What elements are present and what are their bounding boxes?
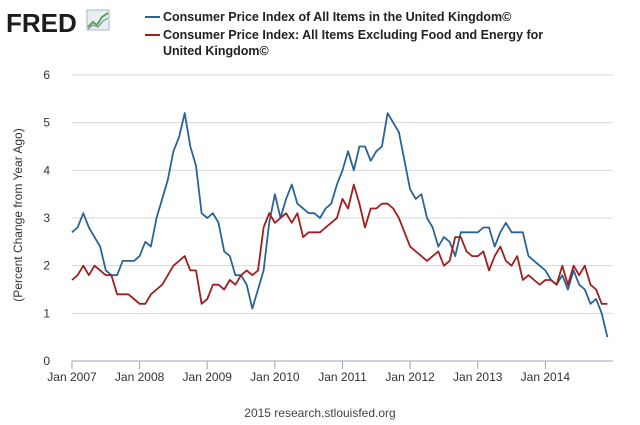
x-tick-label-0: Jan 2007 <box>47 370 97 384</box>
y-tick-label-0: 0 <box>43 354 50 368</box>
axes: 0 1 2 3 4 5 6 Jan 2007 Jan 2008 Jan 2009 Jan 2010 J… <box>43 68 613 384</box>
footer-credit: 2015 research.stlouisfed.org <box>244 406 395 420</box>
x-tick-label-3: Jan 2010 <box>250 370 300 384</box>
grid <box>72 74 613 362</box>
x-tick-label-5: Jan 2012 <box>385 370 435 384</box>
x-tick-label-4: Jan 2011 <box>318 370 367 384</box>
fred-logo: FRED <box>6 8 110 38</box>
y-tick-label-6: 6 <box>43 68 50 82</box>
y-tick-label-4: 4 <box>43 163 50 177</box>
y-tick-label-2: 2 <box>43 259 50 273</box>
fred-logo-graph-icon <box>86 9 110 31</box>
y-tick-label-3: 3 <box>43 211 50 225</box>
y-tick-label-5: 5 <box>43 116 50 130</box>
legend-label-series-2: Consumer Price Index: All Items Excludin… <box>163 28 547 58</box>
fred-logo-text: FRED <box>6 8 77 38</box>
series-line-2 <box>71 183 608 305</box>
legend-label-series-1: Consumer Price Index of All Items in the… <box>163 10 512 24</box>
x-tick-label-1: Jan 2008 <box>115 370 165 384</box>
x-tick-label-6: Jan 2013 <box>453 370 503 384</box>
y-tick-label-1: 1 <box>43 306 50 320</box>
series <box>71 112 609 338</box>
y-axis-label: (Percent Change from Year Ago) <box>11 128 25 301</box>
legend: Consumer Price Index of All Items in the… <box>145 10 547 58</box>
x-tick-label-7: Jan 2014 <box>521 370 571 384</box>
series-line-1 <box>71 112 609 338</box>
x-tick-label-2: Jan 2009 <box>183 370 233 384</box>
